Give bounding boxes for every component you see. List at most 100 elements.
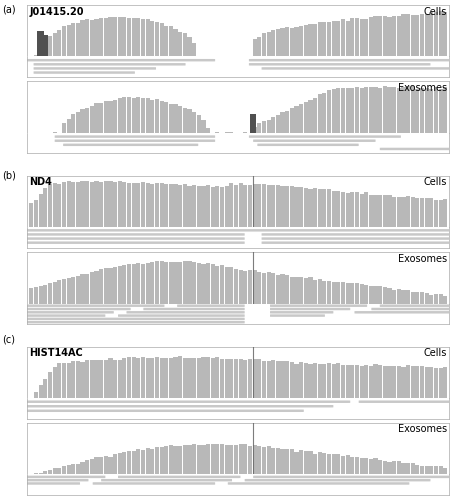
Bar <box>304 188 308 227</box>
Bar <box>62 363 66 398</box>
FancyBboxPatch shape <box>25 314 105 317</box>
Bar <box>355 458 359 474</box>
FancyBboxPatch shape <box>177 304 245 307</box>
Bar <box>271 360 275 398</box>
Bar <box>197 358 201 398</box>
Bar <box>250 114 256 133</box>
Bar <box>336 190 340 227</box>
Bar <box>150 450 154 474</box>
Bar <box>67 362 71 398</box>
Bar <box>141 19 145 57</box>
Bar <box>299 104 303 133</box>
Bar <box>252 40 257 56</box>
Bar <box>141 98 145 133</box>
Bar <box>132 98 136 133</box>
Bar <box>434 466 438 474</box>
Bar <box>118 266 122 304</box>
Bar <box>392 196 396 227</box>
FancyBboxPatch shape <box>143 308 245 310</box>
Bar <box>345 20 350 57</box>
Bar <box>327 454 331 474</box>
Bar <box>183 108 187 133</box>
Bar <box>271 448 275 474</box>
Bar <box>197 116 201 133</box>
Bar <box>159 23 164 56</box>
Bar <box>178 32 183 56</box>
Bar <box>327 90 331 133</box>
Bar <box>369 87 373 133</box>
Bar <box>136 97 140 133</box>
Bar <box>443 198 447 227</box>
FancyBboxPatch shape <box>25 238 245 240</box>
Bar <box>99 270 103 304</box>
Bar <box>434 294 438 304</box>
Bar <box>90 20 94 57</box>
Bar <box>94 181 99 227</box>
Bar <box>322 22 326 56</box>
FancyBboxPatch shape <box>270 308 350 310</box>
Bar <box>322 453 326 474</box>
Bar <box>169 358 173 398</box>
Bar <box>206 128 210 133</box>
Bar <box>350 18 355 57</box>
Bar <box>136 18 140 57</box>
Bar <box>62 26 66 56</box>
Bar <box>383 366 387 398</box>
Bar <box>443 367 447 398</box>
Bar <box>360 88 364 133</box>
FancyBboxPatch shape <box>101 479 232 482</box>
Bar <box>94 360 99 398</box>
Bar <box>345 192 350 227</box>
Bar <box>387 88 392 133</box>
Bar <box>383 287 387 304</box>
Bar <box>411 292 415 304</box>
Bar <box>80 108 84 133</box>
Bar <box>374 194 378 227</box>
Bar <box>225 132 229 133</box>
Bar <box>215 444 219 474</box>
Bar <box>104 268 108 304</box>
Bar <box>183 184 187 227</box>
Bar <box>299 26 303 56</box>
Bar <box>257 272 262 304</box>
Bar <box>164 358 168 398</box>
Bar <box>146 358 150 398</box>
Bar <box>331 364 336 398</box>
Bar <box>443 468 447 474</box>
Bar <box>369 195 373 227</box>
Bar <box>34 392 38 398</box>
Bar <box>383 86 387 133</box>
FancyBboxPatch shape <box>127 311 245 314</box>
Bar <box>229 184 233 227</box>
Bar <box>127 358 131 398</box>
Bar <box>369 366 373 398</box>
Bar <box>90 182 94 227</box>
Bar <box>294 276 299 303</box>
Bar <box>397 366 401 398</box>
Bar <box>76 361 80 398</box>
Bar <box>159 358 164 398</box>
Bar <box>39 473 43 474</box>
Bar <box>420 14 424 56</box>
Bar <box>159 446 164 474</box>
Bar <box>318 452 322 474</box>
FancyBboxPatch shape <box>270 304 367 307</box>
Bar <box>248 446 252 474</box>
Bar <box>85 108 89 133</box>
Bar <box>85 19 89 57</box>
Bar <box>122 452 127 474</box>
Bar <box>257 359 262 398</box>
Bar <box>215 186 219 227</box>
Bar <box>57 280 61 303</box>
Bar <box>188 110 192 133</box>
Bar <box>239 444 243 474</box>
Bar <box>118 181 122 227</box>
FancyBboxPatch shape <box>34 72 135 74</box>
Bar <box>53 282 57 304</box>
Bar <box>99 18 103 57</box>
Bar <box>401 290 405 304</box>
Bar <box>109 268 113 304</box>
Bar <box>239 183 243 227</box>
Bar <box>308 188 312 227</box>
Bar <box>392 366 396 398</box>
